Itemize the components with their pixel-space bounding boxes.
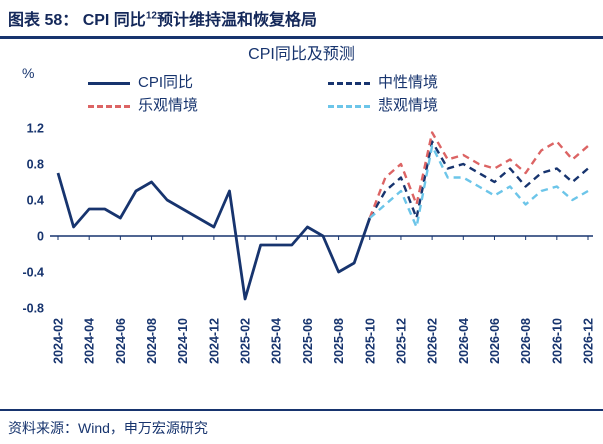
y-tick-label: 0.8 bbox=[27, 158, 44, 172]
legend-swatch-solid-line bbox=[88, 81, 130, 85]
y-tick-label: -0.8 bbox=[22, 302, 44, 316]
x-tick-label: 2024-08 bbox=[145, 318, 159, 364]
x-tick-label: 2026-06 bbox=[488, 318, 502, 364]
legend-label: 悲观情境 bbox=[378, 97, 439, 115]
cpi-chart: % CPI同比及预测 CPI同比 中性情境乐观情境 悲观情境 1.2 0.8 0.4 0 -… bbox=[0, 39, 603, 401]
source-footer: 资料来源：Wind，申万宏源研究 bbox=[0, 409, 603, 444]
chart-title: CPI同比及预测 bbox=[248, 46, 355, 64]
x-tick-label: 2025-04 bbox=[270, 318, 284, 364]
x-tick-label: 2026-02 bbox=[426, 318, 440, 364]
legend-label: 乐观情境 bbox=[138, 97, 199, 115]
y-axis-unit-label: % bbox=[22, 65, 35, 82]
legend-label: CPI同比 bbox=[138, 74, 194, 92]
x-tick-label: 2025-06 bbox=[301, 318, 315, 364]
x-tick-label: 2025-10 bbox=[363, 318, 377, 364]
chart-legend: CPI同比 中性情境乐观情境 悲观情境 bbox=[0, 73, 603, 116]
y-tick-label: 0 bbox=[37, 230, 44, 244]
x-tick-label: 2026-12 bbox=[582, 318, 596, 364]
legend-swatch-dashed-line bbox=[328, 104, 370, 108]
x-tick-label: 2026-04 bbox=[457, 318, 471, 364]
figure-title-suffix: 预计维持温和恢复格局 bbox=[156, 12, 317, 30]
x-tick-label: 2026-08 bbox=[519, 318, 533, 364]
figure-title: 图表 58： CPI 同比12预计维持温和恢复格局 bbox=[8, 11, 317, 30]
figure-header: 图表 58： CPI 同比12预计维持温和恢复格局 bbox=[0, 0, 603, 40]
x-tick-label: 2024-02 bbox=[52, 318, 66, 364]
series-line-solid bbox=[56, 172, 372, 301]
figure-title-prefix: 图表 58： CPI 同比 bbox=[8, 12, 146, 30]
x-tick-label: 2024-06 bbox=[114, 318, 128, 364]
legend-item-2: 乐观情境 bbox=[88, 96, 328, 116]
chart-plot-area: 1.2 0.8 0.4 0 -0.4 -0.8 2024-02 2024-04 2024-06 2… bbox=[22, 122, 596, 364]
legend-label: 中性情境 bbox=[378, 74, 439, 92]
legend-item-1: 中性情境 bbox=[328, 73, 603, 93]
legend-swatch-dashed-line bbox=[328, 81, 370, 85]
series-line-dashed bbox=[368, 131, 589, 219]
legend-swatch-dashed-line bbox=[88, 104, 130, 108]
source-text: 资料来源：Wind，申万宏源研究 bbox=[8, 420, 208, 436]
y-tick-label: 0.4 bbox=[27, 194, 44, 208]
x-tick-label: 2026-10 bbox=[550, 318, 564, 364]
legend-item-0: CPI同比 bbox=[88, 73, 328, 93]
series-line-dashed bbox=[368, 145, 589, 229]
figure-title-superscript: 12 bbox=[145, 11, 157, 22]
series-line-dashed bbox=[368, 140, 589, 220]
x-tick-label: 2025-08 bbox=[332, 318, 346, 364]
y-tick-label: -0.4 bbox=[22, 266, 44, 280]
x-tick-label: 2025-12 bbox=[394, 318, 408, 364]
x-tick-label: 2025-02 bbox=[239, 318, 253, 364]
legend-item-3: 悲观情境 bbox=[328, 96, 603, 116]
x-tick-label: 2024-12 bbox=[207, 318, 221, 364]
x-tick-label: 2024-10 bbox=[176, 318, 190, 364]
x-tick-label: 2024-04 bbox=[83, 318, 97, 364]
y-tick-label: 1.2 bbox=[27, 122, 44, 136]
